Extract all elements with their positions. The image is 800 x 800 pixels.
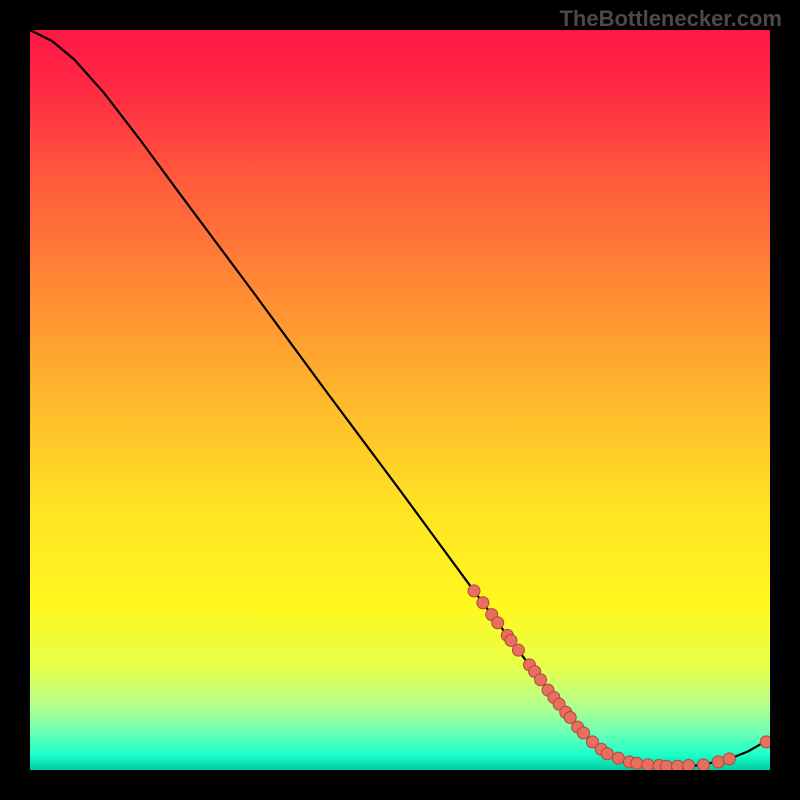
scatter-point <box>683 760 695 770</box>
scatter-point <box>535 674 547 686</box>
scatter-point <box>760 736 770 748</box>
scatter-point <box>723 753 735 765</box>
bottleneck-curve <box>30 30 770 766</box>
scatter-point <box>468 585 480 597</box>
scatter-markers <box>468 585 770 770</box>
scatter-point <box>578 727 590 739</box>
scatter-point <box>512 644 524 656</box>
scatter-point <box>477 597 489 609</box>
scatter-point <box>697 759 709 770</box>
chart-plot-area <box>30 30 770 770</box>
scatter-point <box>642 759 654 770</box>
scatter-point <box>712 756 724 768</box>
scatter-point <box>660 760 672 770</box>
scatter-point <box>672 760 684 770</box>
chart-overlay <box>30 30 770 770</box>
watermark-text: TheBottlenecker.com <box>559 6 782 32</box>
scatter-point <box>612 752 624 764</box>
scatter-point <box>601 748 613 760</box>
scatter-point <box>492 617 504 629</box>
scatter-point <box>631 757 643 769</box>
